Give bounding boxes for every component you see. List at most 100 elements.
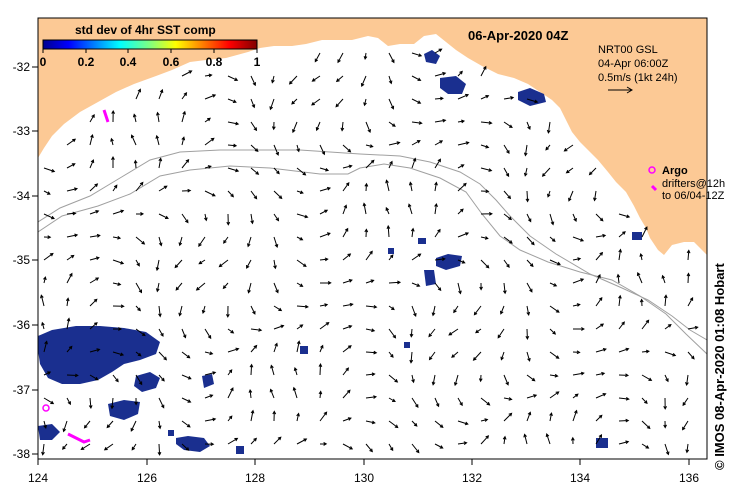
current-arrow	[547, 190, 551, 198]
current-arrow	[549, 282, 558, 287]
current-arrow	[618, 396, 630, 401]
current-arrow	[664, 374, 669, 383]
current-arrow	[135, 305, 142, 312]
current-arrow	[319, 411, 328, 422]
current-arrow	[246, 259, 252, 269]
lat-tick-label: -35	[13, 253, 31, 267]
argo-label: Argo	[662, 165, 688, 177]
current-arrow	[319, 209, 329, 215]
current-arrow	[318, 390, 323, 399]
current-arrow	[618, 373, 630, 378]
current-arrow	[198, 236, 206, 247]
current-arrow	[296, 213, 309, 219]
current-arrow	[407, 203, 413, 215]
current-arrow	[593, 190, 597, 202]
current-arrow	[204, 190, 216, 197]
current-arrow	[111, 155, 115, 168]
current-arrow	[88, 397, 93, 410]
current-arrow	[89, 322, 98, 330]
current-arrow	[526, 259, 534, 268]
current-arrow	[525, 328, 530, 340]
argo-marker-icon	[648, 166, 656, 174]
current-arrow	[457, 397, 463, 407]
current-arrow	[434, 420, 444, 428]
current-arrow	[457, 182, 467, 192]
sst-patch	[168, 430, 174, 436]
current-arrow	[158, 88, 164, 100]
current-arrow	[319, 186, 332, 192]
current-arrow	[641, 226, 648, 238]
current-arrow	[595, 273, 601, 284]
lat-tick-label: -37	[13, 383, 31, 397]
current-arrow	[198, 259, 206, 265]
current-arrow	[227, 143, 238, 148]
current-arrow	[526, 374, 536, 382]
current-arrow	[480, 211, 493, 216]
current-arrow	[113, 327, 123, 331]
current-arrow	[457, 420, 469, 426]
current-arrow	[388, 141, 401, 146]
current-arrow	[158, 351, 167, 361]
current-arrow	[503, 397, 513, 401]
current-arrow	[457, 164, 465, 169]
current-arrow	[503, 167, 510, 178]
current-arrow	[618, 440, 630, 445]
argo-float-marker	[42, 404, 50, 412]
current-arrow	[250, 167, 260, 175]
current-arrow	[480, 120, 493, 125]
current-arrow	[411, 121, 423, 125]
current-arrow	[112, 184, 118, 192]
current-arrow	[388, 121, 396, 127]
current-arrow	[365, 304, 378, 309]
current-arrow	[641, 374, 653, 381]
current-arrow	[89, 183, 99, 192]
current-arrow	[618, 347, 630, 353]
current-arrow	[296, 236, 304, 241]
current-arrow	[342, 367, 350, 376]
sst-patch	[418, 238, 426, 244]
current-arrow	[342, 253, 352, 261]
current-arrow	[549, 391, 560, 399]
current-arrow	[296, 438, 308, 445]
current-arrow	[549, 236, 556, 243]
current-arrow	[434, 257, 446, 262]
current-arrow	[89, 374, 99, 381]
current-arrow	[227, 167, 240, 173]
current-arrow	[41, 321, 45, 330]
current-arrow	[204, 442, 215, 446]
current-arrow	[273, 324, 285, 330]
current-arrow	[337, 52, 344, 64]
current-arrow	[503, 412, 513, 422]
current-arrow	[227, 190, 235, 198]
current-arrow	[106, 420, 114, 429]
current-arrow	[250, 98, 256, 109]
current-arrow	[135, 374, 143, 386]
current-arrow	[218, 259, 229, 268]
current-arrow	[89, 133, 94, 146]
current-arrow	[195, 282, 206, 291]
current-arrow	[342, 164, 353, 169]
current-arrow	[158, 157, 163, 169]
current-arrow	[181, 70, 193, 77]
current-arrow	[385, 206, 390, 215]
current-arrow	[204, 137, 215, 146]
current-arrow	[271, 121, 276, 131]
current-arrow	[434, 443, 444, 449]
current-arrow	[66, 138, 77, 146]
current-arrow	[271, 75, 275, 84]
current-arrow	[41, 443, 45, 456]
current-arrow	[110, 137, 114, 146]
current-arrow	[181, 328, 187, 339]
current-arrow	[549, 328, 557, 335]
current-arrow	[181, 420, 191, 428]
sst-patch	[518, 88, 546, 106]
current-arrow	[457, 208, 464, 215]
current-arrow	[43, 252, 54, 261]
sst-patch	[404, 342, 410, 348]
current-arrow	[66, 373, 79, 378]
sst-patch	[596, 438, 608, 448]
current-arrow	[43, 235, 52, 240]
sst-patch	[108, 400, 140, 420]
current-arrow	[181, 136, 186, 146]
